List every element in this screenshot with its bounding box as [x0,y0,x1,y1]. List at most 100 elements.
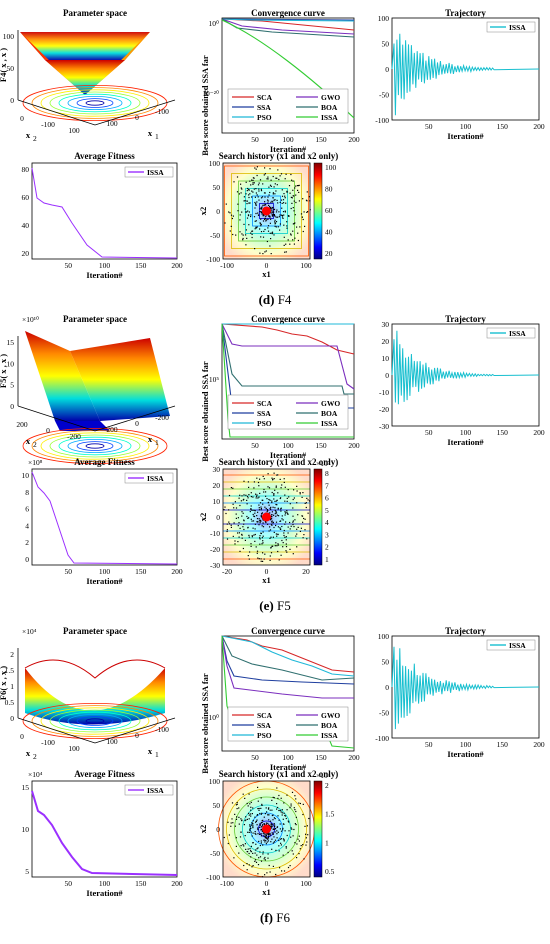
search-point [247,214,250,216]
search-point [234,543,236,545]
search-point [277,507,279,509]
search-point [248,486,250,488]
search-point [237,203,239,205]
search-point [252,496,254,498]
search-point [256,521,258,523]
convergence-xtick: 150 [315,135,327,144]
search-point [280,487,282,489]
search-point [254,248,256,250]
search-point [239,504,241,507]
search-point [306,497,308,499]
search-point [277,806,279,809]
search-point [251,230,253,232]
search-point [283,534,285,537]
search-point [283,812,285,814]
search-point [267,176,269,178]
search-point [273,526,275,529]
search-point [273,478,275,480]
search-point [227,821,229,823]
search-point [284,251,286,253]
x-tick-label: 100 [106,119,118,128]
search-point [258,496,260,498]
search-point [273,186,275,188]
search-point [286,510,288,512]
search-point [302,218,304,221]
series-line-sca [221,635,355,673]
y-tick-label: 100 [68,126,80,135]
search-point [262,853,264,855]
search-point [301,515,304,517]
search-point [267,486,269,488]
x-tick-label: 0 [135,113,139,122]
search-point [248,494,250,496]
search-point [305,837,307,839]
search-point [263,230,265,232]
search-point [271,206,273,209]
search-point [281,195,284,197]
search-point [242,234,244,236]
convergence-plot: Convergence curve Best score obtained SSA… [200,626,360,774]
param-x1-label: x [148,434,153,444]
param-x2-sub: 2 [33,134,37,143]
search-point [298,185,300,187]
search-point [302,521,304,523]
search-point [283,224,285,226]
search-point [235,234,237,236]
legend-label: SSA [257,721,271,730]
search-point [304,518,306,520]
search-point [289,865,291,867]
search-point [232,503,234,505]
search-point [251,813,253,815]
y-tick-label: 100 [68,744,80,753]
search-point [263,839,265,841]
search-point [259,537,261,539]
search-point [267,196,269,198]
search-point [272,833,274,835]
search-point [254,510,256,512]
legend-label: SCA [257,93,273,102]
search-ytick: -10 [210,529,220,538]
search-point [276,545,278,547]
search-point [285,243,287,245]
search-xlabel: x1 [262,887,271,897]
search-point [287,866,290,869]
search-point [252,823,254,825]
search-point [260,223,262,226]
search-history-title: Search history (x1 and x2 only) [219,151,339,161]
search-point [294,187,296,189]
search-xtick: -100 [220,879,234,888]
fitness-xtick: 200 [171,879,183,888]
search-point [278,559,280,561]
search-point [242,547,244,550]
search-point [269,559,271,561]
fitness-xtick: 100 [99,879,111,888]
search-point [294,519,296,521]
search-point [241,511,243,513]
y-tick-label: 0 [46,426,50,435]
colorbar-tick: 60 [325,206,333,215]
convergence-ytick: 10⁰ [208,19,219,28]
param-x1-sub: 1 [155,132,159,141]
search-point [255,843,257,845]
search-point [296,226,298,228]
search-point [259,535,261,537]
search-point [281,812,283,814]
trajectory-title: Trajectory [445,8,486,18]
search-point [274,223,276,225]
search-point [271,215,274,217]
search-point [255,227,257,229]
search-point [290,525,292,527]
search-point [271,212,273,214]
search-point [254,528,256,530]
convergence-xtick: 50 [251,135,259,144]
search-point [284,178,286,180]
search-point [301,496,303,498]
search-point [269,809,271,811]
search-point [261,499,263,501]
fitness-legend-label: ISSA [147,474,164,483]
search-point [307,499,309,501]
search-point [262,215,264,217]
search-point [269,526,271,528]
search-point [281,539,283,542]
search-point [269,499,271,501]
